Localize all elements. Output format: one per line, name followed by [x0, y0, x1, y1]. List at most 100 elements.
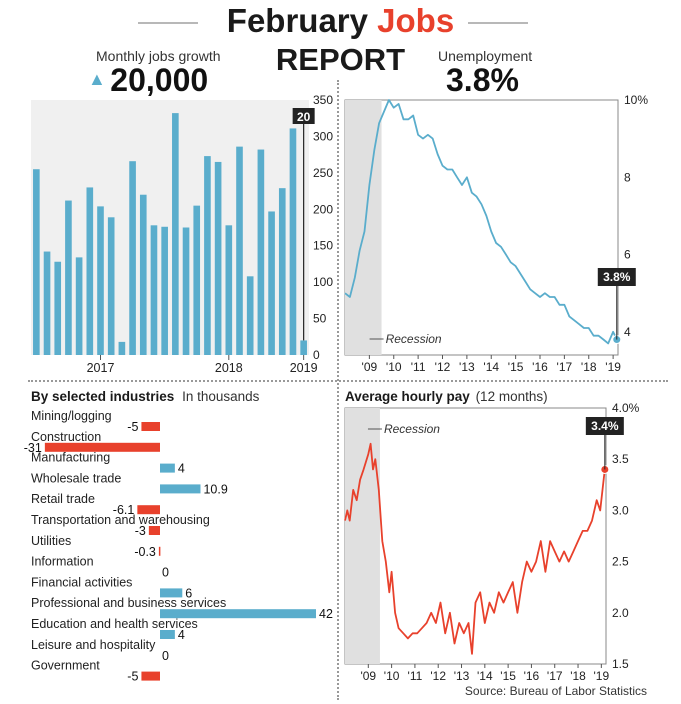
title-rule-right: [468, 22, 528, 24]
jobs-bar: [172, 113, 179, 355]
hourly-pay-recession-band: [345, 408, 380, 664]
jobs-callout-label: 20: [297, 110, 311, 124]
industry-label: Construction: [31, 430, 101, 444]
unemployment-x-tick-label: '18: [581, 360, 597, 374]
jobs-bar: [300, 340, 307, 355]
jobs-callout-box: [292, 108, 315, 124]
industry-value-label: -3: [135, 524, 146, 538]
industry-bar: [160, 630, 175, 639]
jobs-bar: [236, 146, 243, 355]
hourly-pay-header: Average hourly pay (12 months): [345, 389, 548, 404]
jobs-year-label: 2019: [290, 361, 318, 375]
jobs-year-label: 2017: [87, 361, 115, 375]
industry-bar: [44, 442, 160, 452]
jobs-plot-background: [31, 100, 309, 355]
hourly-pay-y-tick-label: 1.5: [612, 657, 629, 671]
industry-bar: [141, 422, 160, 431]
unemployment-x-tick-label: '12: [435, 360, 451, 374]
jobs-bar: [182, 227, 190, 355]
jobs-y-tick-label: 50: [313, 312, 327, 326]
jobs-bar: [268, 211, 275, 355]
hourly-pay-x-tick-label: '13: [454, 669, 470, 683]
jobs-y-tick-label: 150: [313, 239, 333, 253]
unemployment-x-tick-label: '19: [605, 360, 621, 374]
industry-bar: [141, 671, 160, 681]
title-highlight: Jobs: [377, 2, 455, 39]
unemployment-callout-label: 3.8%: [603, 270, 631, 284]
title-main: February: [226, 2, 368, 39]
hourly-pay-series-line: [344, 442, 606, 655]
jobs-bar: [54, 261, 62, 355]
jobs-bar: [204, 156, 211, 355]
jobs-bar: [257, 149, 265, 355]
industry-label: Mining/logging: [31, 409, 112, 423]
jobs-bar: [65, 200, 72, 355]
jobs-y-tick-label: 300: [313, 129, 333, 143]
unemployment-x-tick-label: '15: [508, 360, 524, 374]
industry-value-label: 42: [319, 607, 333, 621]
jobs-growth-value: 20,000: [110, 62, 209, 98]
unemployment-x-tick-label: '09: [362, 360, 378, 374]
up-arrow-icon: ▲: [88, 69, 106, 89]
jobs-y-tick-label: 350: [313, 93, 333, 107]
unemployment-x-tick-label: '17: [557, 360, 573, 374]
hourly-pay-x-tick-label: '11: [408, 669, 423, 683]
jobs-bar: [225, 225, 233, 355]
industry-bar: [160, 463, 175, 473]
hourly-pay-y-tick-label: 4.0%: [612, 401, 640, 415]
unemployment-x-tick-label: '14: [483, 360, 499, 374]
source-note: Source: Bureau of Labor Statistics: [464, 684, 647, 698]
jobs-bar: [246, 276, 254, 355]
jobs-y-tick-label: 250: [313, 166, 333, 180]
hourly-pay-y-tick-label: 2.0: [612, 606, 629, 620]
hourly-pay-y-tick-label: 3.0: [612, 503, 629, 517]
hourly-pay-x-tick-label: '14: [477, 669, 493, 683]
jobs-bar: [118, 341, 126, 355]
industry-label: Retail trade: [31, 492, 95, 506]
jobs-bar: [43, 251, 51, 355]
industry-label: Government: [31, 659, 100, 673]
jobs-bar: [129, 161, 136, 355]
industry-label: Wholesale trade: [31, 471, 121, 485]
industry-label: Utilities: [31, 534, 71, 548]
hourly-pay-callout-box: [585, 417, 624, 435]
unemployment-series-line: [344, 99, 618, 345]
industry-value-label: 10.9: [203, 482, 227, 496]
industry-value-label: 0: [162, 566, 169, 580]
vertical-divider: [337, 80, 339, 700]
jobs-bar: [107, 217, 115, 355]
industry-bar: [160, 609, 316, 619]
industry-label: Manufacturing: [31, 451, 110, 465]
jobs-bar: [139, 194, 147, 355]
industry-bar: [137, 505, 160, 515]
industry-bar: [158, 546, 161, 556]
jobs-bar: [214, 161, 222, 355]
industry-label: Education and health services: [31, 617, 198, 631]
unemployment-callout-box: [597, 268, 636, 286]
unemployment-y-tick-label: 10%: [624, 93, 648, 107]
industry-bar: [148, 526, 160, 535]
industry-value-label: -5: [127, 670, 138, 684]
jobs-y-tick-label: 100: [313, 275, 333, 289]
hourly-pay-y-tick-label: 2.5: [612, 555, 629, 569]
industry-label: Transportation and warehousing: [31, 513, 210, 527]
unemployment-value: 3.8%: [446, 62, 519, 98]
jobs-bar: [33, 169, 40, 355]
unemployment-y-tick-label: 8: [624, 170, 631, 184]
industry-label: Information: [31, 555, 94, 569]
industry-bar: [160, 484, 201, 494]
jobs-y-tick-label: 0: [313, 348, 320, 362]
jobs-growth-value-group: ▲ 20,000: [88, 62, 208, 99]
industry-value-label: 0: [162, 649, 169, 663]
page-subtitle: REPORT: [275, 42, 406, 77]
hourly-pay-x-tick-label: '16: [524, 669, 540, 683]
unemployment-plot-frame: [344, 99, 619, 356]
page-title: February Jobs: [0, 2, 681, 40]
hourly-pay-x-tick-label: '10: [384, 669, 400, 683]
industry-value-label: -5: [127, 420, 138, 434]
industry-value-label: 4: [178, 628, 185, 642]
unemployment-y-tick-label: 4: [624, 325, 631, 339]
jobs-bar: [193, 205, 201, 355]
industry-value-label: -31: [24, 441, 42, 455]
hourly-pay-x-tick-label: '17: [547, 669, 563, 683]
